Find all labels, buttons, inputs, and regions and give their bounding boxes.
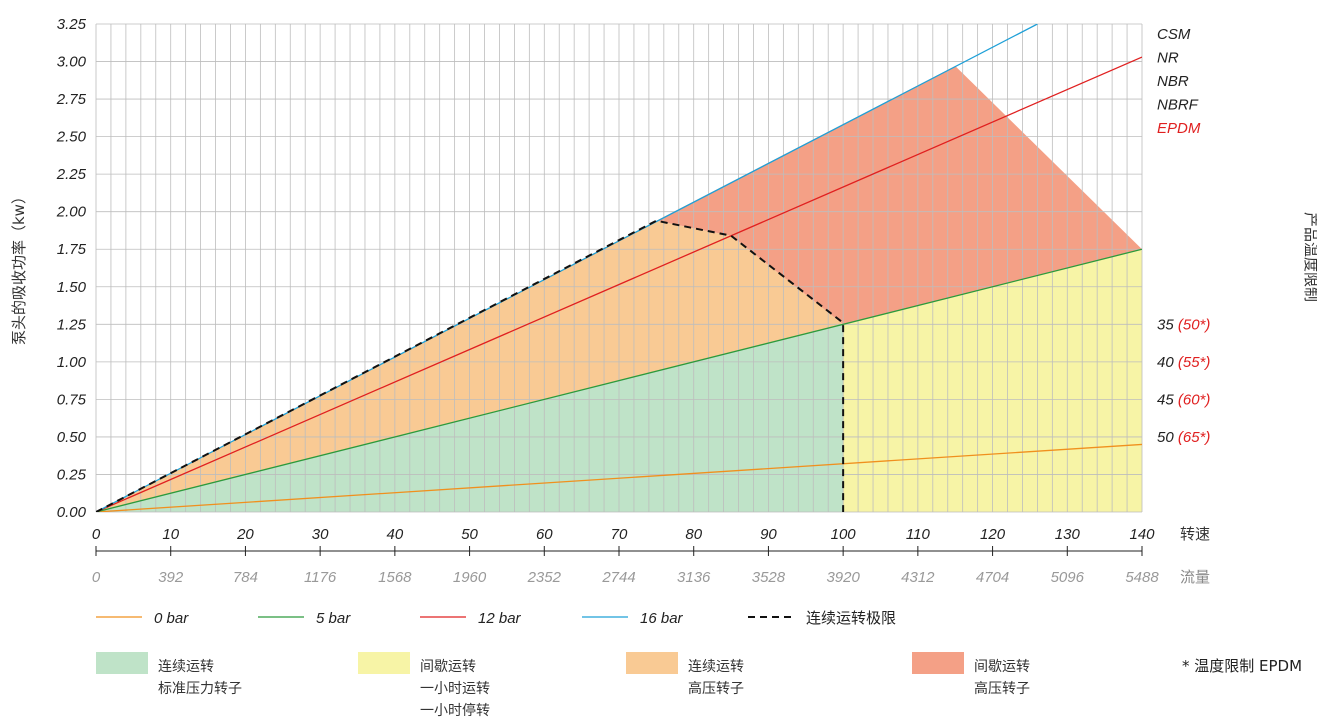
temp-limit-label: 45 (60*) bbox=[1157, 391, 1210, 408]
x2-tick-label: 4704 bbox=[976, 569, 1009, 586]
legend-label: 16 bar bbox=[640, 610, 684, 627]
x-tick-label: 0 bbox=[92, 526, 101, 543]
y-tick-label: 1.25 bbox=[57, 316, 87, 333]
material-labels: CSM NR NBR NBRF EPDM bbox=[1157, 26, 1201, 137]
region-legend-label: 间歇运转 bbox=[974, 659, 1030, 675]
x-tick-label: 80 bbox=[685, 526, 702, 543]
temp-limit-epdm: (60*) bbox=[1178, 391, 1211, 408]
region-legend-label: 连续运转 bbox=[158, 658, 214, 675]
x-tick-label: 50 bbox=[461, 526, 478, 543]
line-legend: 0 bar 5 bar 12 bar 16 bar 连续运转极限 bbox=[96, 609, 896, 627]
series-line-5-bar bbox=[96, 248, 1142, 512]
y-tick-label: 0.75 bbox=[57, 391, 87, 408]
chart-labels: 泵头的吸收功率（kw） 产品温度限制 bbox=[10, 189, 1317, 345]
x-tick-label: 100 bbox=[831, 526, 857, 543]
region-legend-swatch bbox=[96, 652, 148, 674]
temp-limit-value: 50 bbox=[1157, 429, 1178, 446]
continuous-limit-line bbox=[96, 219, 845, 512]
x2-tick-label: 5488 bbox=[1125, 569, 1159, 586]
x2-tick-label: 2352 bbox=[527, 569, 562, 586]
region-legend-label: 标准压力转子 bbox=[158, 681, 242, 697]
x2-tick-label: 3920 bbox=[826, 569, 860, 586]
material-label: EPDM bbox=[1157, 120, 1201, 137]
right-axis-title: 产品温度限制 bbox=[1302, 212, 1317, 302]
epdm-note: * 温度限制 EPDM bbox=[1182, 657, 1302, 675]
x-tick-label: 140 bbox=[1129, 526, 1155, 543]
x2-tick-label: 1568 bbox=[378, 569, 412, 586]
y-tick-label: 1.00 bbox=[57, 354, 87, 371]
grid bbox=[95, 23, 1143, 513]
y-tick-label: 3.00 bbox=[57, 54, 87, 71]
x-tick-label: 20 bbox=[236, 526, 254, 543]
temp-limit-label: 35 (50*) bbox=[1157, 316, 1210, 333]
temp-limit-value: 35 bbox=[1157, 316, 1178, 333]
temp-limit-epdm: (55*) bbox=[1178, 354, 1211, 371]
series-line-0-bar bbox=[96, 443, 1142, 512]
region-legend-label: 高压转子 bbox=[974, 680, 1030, 697]
temp-limit-label: 50 (65*) bbox=[1157, 429, 1210, 446]
region-legend-label: 一小时停转 bbox=[420, 702, 490, 719]
x2-tick-label: 392 bbox=[158, 569, 184, 586]
x2-tick-label: 5096 bbox=[1051, 569, 1085, 586]
x2-tick-label: 1960 bbox=[453, 569, 487, 586]
x2-tick-label: 2744 bbox=[601, 569, 635, 586]
series-layer bbox=[96, 24, 1142, 512]
x-tick-label: 60 bbox=[536, 526, 553, 543]
x2-tick-label: 1176 bbox=[304, 569, 337, 586]
material-label: NBR bbox=[1157, 73, 1189, 90]
region-legend-label: 一小时运转 bbox=[420, 681, 490, 697]
y-tick-label: 0.25 bbox=[57, 466, 87, 483]
x-axis-title: 转速 bbox=[1180, 525, 1210, 543]
x-tick-label: 110 bbox=[906, 526, 931, 543]
x-tick-label: 120 bbox=[980, 526, 1006, 543]
legend-label: 0 bar bbox=[154, 610, 189, 627]
x-axis: 0 10 20 30 40 50 60 70 80 90 100 110 120 130 140 0 392 78… bbox=[92, 525, 1210, 586]
legend-label: 12 bar bbox=[478, 610, 522, 627]
x2-tick-label: 3528 bbox=[752, 569, 786, 586]
series-line-12-bar bbox=[96, 56, 1142, 512]
y-tick-label: 2.75 bbox=[56, 91, 87, 108]
x2-tick-label: 3136 bbox=[677, 569, 711, 586]
material-label: CSM bbox=[1157, 26, 1191, 43]
region-fill-4 bbox=[656, 66, 1142, 325]
y-tick-label: 2.25 bbox=[56, 166, 87, 183]
x-tick-label: 130 bbox=[1055, 526, 1081, 543]
legend-label: 5 bar bbox=[316, 610, 351, 627]
temp-limit-value: 40 bbox=[1157, 354, 1178, 371]
y-tick-label: 1.75 bbox=[57, 241, 87, 258]
y-axis-title: 泵头的吸收功率（kw） bbox=[10, 189, 28, 345]
x-tick-label: 90 bbox=[760, 526, 777, 543]
temp-limit-label: 40 (55*) bbox=[1157, 354, 1210, 371]
x-tick-label: 70 bbox=[611, 526, 628, 543]
legend-label-limit: 连续运转极限 bbox=[806, 609, 896, 627]
y-ticks: 0.00 0.25 0.50 0.75 1.00 1.25 1.50 1.75 2.00 2.25… bbox=[56, 16, 87, 521]
x2-tick-label: 784 bbox=[233, 569, 258, 586]
temp-limit-value: 45 bbox=[1157, 391, 1178, 408]
region-legend-label: 间歇运转 bbox=[420, 659, 476, 675]
material-label: NBRF bbox=[1157, 97, 1199, 114]
x2-axis-title: 流量 bbox=[1180, 568, 1210, 586]
temperature-limits: 35 (50*) 40 (55*) 45 (60*) 50 (65*) bbox=[1157, 316, 1210, 446]
region-legend-swatch bbox=[626, 652, 678, 674]
x2-tick-label: 0 bbox=[92, 569, 101, 586]
temp-limit-epdm: (65*) bbox=[1178, 429, 1211, 446]
x-tick-label: 40 bbox=[387, 526, 404, 543]
y-tick-label: 0.50 bbox=[57, 429, 87, 446]
temp-limit-epdm: (50*) bbox=[1178, 316, 1211, 333]
x-tick-label: 30 bbox=[312, 526, 329, 543]
y-tick-label: 3.25 bbox=[57, 16, 87, 33]
y-tick-label: 2.00 bbox=[56, 204, 87, 221]
x-tick-label: 10 bbox=[162, 526, 179, 543]
x2-tick-label: 4312 bbox=[901, 569, 935, 586]
region-legend-label: 连续运转 bbox=[688, 658, 744, 675]
y-tick-label: 0.00 bbox=[57, 504, 87, 521]
region-legend-label: 高压转子 bbox=[688, 680, 744, 697]
y-tick-label: 1.50 bbox=[57, 279, 87, 296]
region-legend-swatch bbox=[912, 652, 964, 674]
material-label: NR bbox=[1157, 50, 1179, 67]
region-legend-swatch bbox=[358, 652, 410, 674]
y-tick-label: 2.50 bbox=[56, 129, 87, 146]
